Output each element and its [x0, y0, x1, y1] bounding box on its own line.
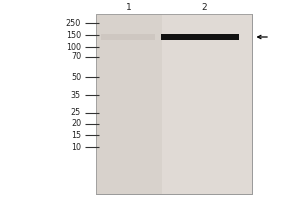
Text: 10: 10	[71, 142, 81, 152]
Text: 50: 50	[71, 72, 81, 82]
Text: 35: 35	[71, 90, 81, 99]
Text: 2: 2	[201, 3, 207, 12]
Text: 1: 1	[126, 3, 132, 12]
Bar	[162, 14, 252, 194]
Text: 250: 250	[66, 19, 81, 27]
Bar	[160, 34, 238, 40]
Bar	[96, 14, 252, 194]
Text: 15: 15	[71, 131, 81, 140]
Bar	[96, 14, 252, 194]
Text: 70: 70	[71, 52, 81, 61]
Text: 25: 25	[71, 108, 81, 117]
Text: 100: 100	[66, 43, 81, 51]
Bar	[96, 14, 162, 194]
Bar	[100, 34, 154, 40]
Text: 150: 150	[66, 30, 81, 40]
Text: 20: 20	[71, 119, 81, 129]
